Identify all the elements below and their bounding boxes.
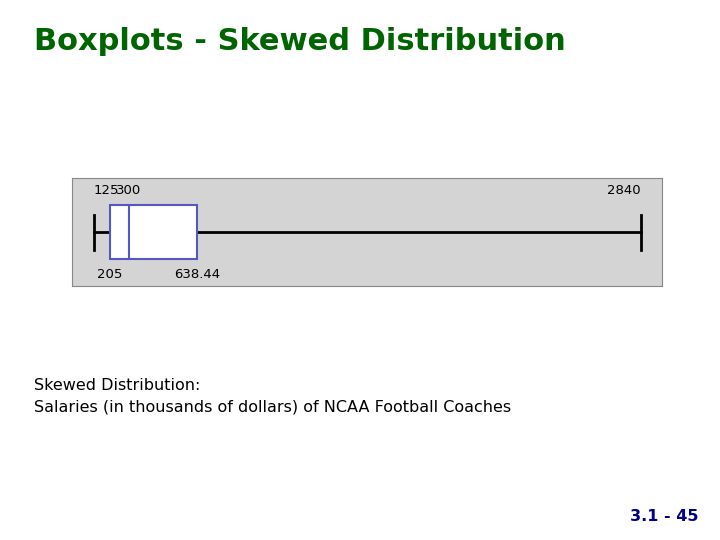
Text: 2840: 2840: [607, 184, 641, 197]
Text: 300: 300: [117, 184, 142, 197]
Text: Skewed Distribution:
Salaries (in thousands of dollars) of NCAA Football Coaches: Skewed Distribution: Salaries (in thousa…: [34, 378, 511, 414]
Text: 638.44: 638.44: [174, 268, 220, 281]
Bar: [110, 205, 197, 259]
Text: 3.1 - 45: 3.1 - 45: [630, 509, 699, 524]
Text: 205: 205: [97, 268, 122, 281]
Text: 125: 125: [94, 184, 120, 197]
Text: Boxplots - Skewed Distribution: Boxplots - Skewed Distribution: [34, 27, 566, 56]
